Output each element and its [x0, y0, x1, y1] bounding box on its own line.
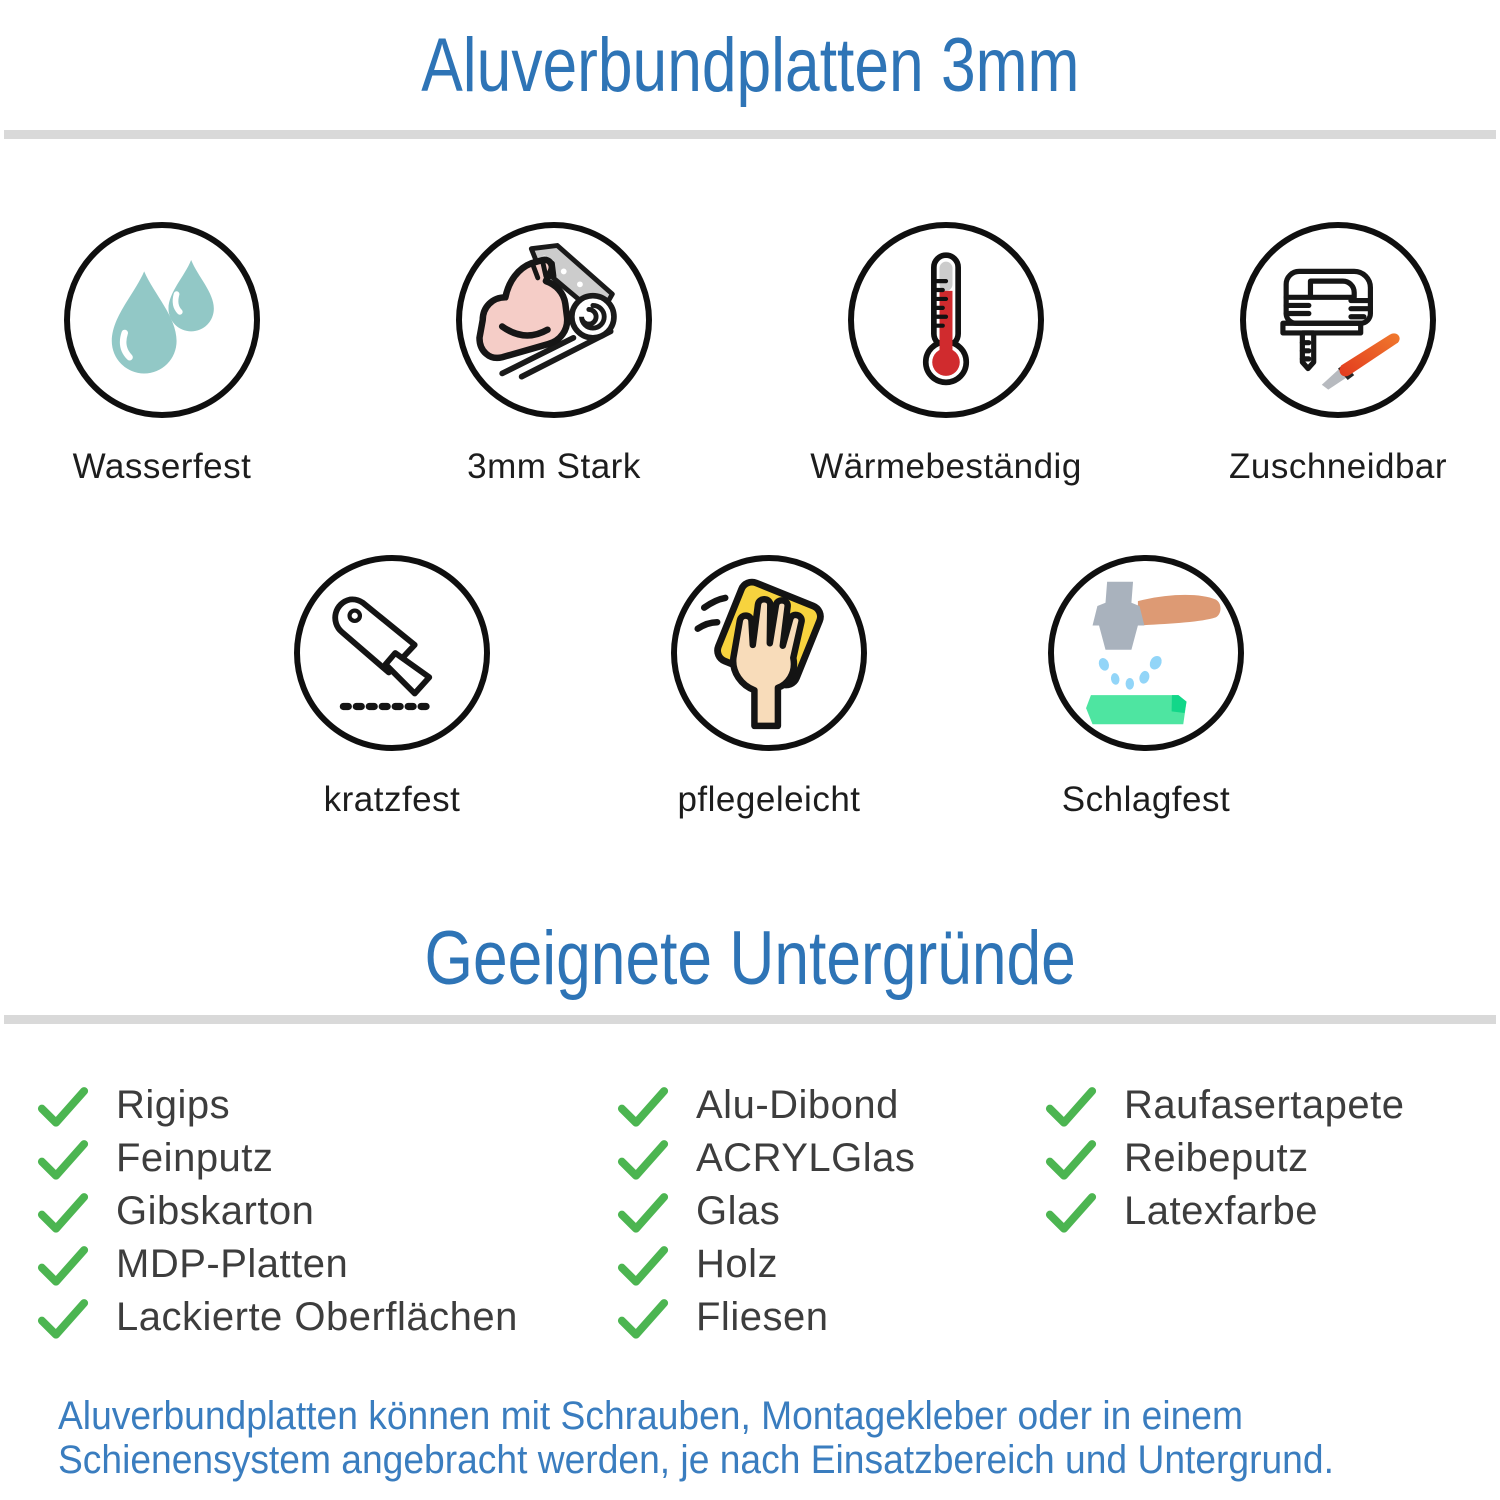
feature-circle	[294, 555, 490, 751]
check-icon	[617, 1192, 669, 1233]
cleaning-hand-icon	[694, 578, 824, 730]
feature-circle	[1240, 222, 1436, 418]
feature-waermebestaendig: Wärmebeständig	[810, 222, 1081, 488]
check-item: MDP-Platten	[36, 1238, 616, 1291]
check-item: Raufasertapete	[1044, 1079, 1500, 1132]
check-icon	[617, 1086, 669, 1127]
footer-note: Aluverbundplatten können mit Schrauben, …	[58, 1394, 1399, 1482]
substrate-label: Holz	[696, 1242, 779, 1286]
feature-label: 3mm Stark	[467, 447, 641, 486]
substrate-label: Lackierte Oberflächen	[116, 1295, 518, 1339]
feature-circle	[64, 222, 260, 418]
features-row-2: kratzfest pflegeleicht	[0, 555, 1500, 821]
check-item: Lackierte Oberflächen	[36, 1291, 616, 1344]
substrate-label: Raufasertapete	[1124, 1083, 1405, 1127]
feature-label: pflegeleicht	[677, 780, 861, 819]
page-title-text: Aluverbundplatten 3mm	[420, 23, 1080, 108]
footer-line-2: Schienensystem angebracht werden, je nac…	[58, 1438, 1334, 1482]
divider-bar-top	[4, 130, 1496, 139]
feature-zuschneidbar: Zuschneidbar	[1229, 222, 1447, 488]
check-item: Rigips	[36, 1079, 616, 1132]
feature-circle	[848, 222, 1044, 418]
feature-schlagfest: Schlagfest	[1046, 555, 1246, 821]
check-item: Alu-Dibond	[616, 1079, 1044, 1132]
feature-wasserfest: Wasserfest	[62, 222, 262, 488]
substrate-label: ACRYLGlas	[696, 1136, 916, 1180]
substrates-section: Rigips Feinputz Gibskarton MDP-Platten L…	[0, 1079, 1500, 1344]
utility-knife-icon	[332, 596, 435, 711]
page-title: Aluverbundplatten 3mm	[0, 0, 1500, 108]
check-icon	[37, 1245, 89, 1286]
footer-line-1: Aluverbundplatten können mit Schrauben, …	[58, 1394, 1243, 1438]
check-item: Gibskarton	[36, 1185, 616, 1238]
feature-label: Wasserfest	[72, 447, 252, 486]
check-icon	[1045, 1192, 1097, 1233]
substrate-label: Gibskarton	[116, 1189, 315, 1233]
feature-circle	[1048, 555, 1244, 751]
check-icon	[1045, 1139, 1097, 1180]
hammer-icon	[1086, 581, 1221, 725]
substrate-label: Latexfarbe	[1124, 1189, 1319, 1233]
check-item: Fliesen	[616, 1291, 1044, 1344]
check-item: Reibeputz	[1044, 1132, 1500, 1185]
check-icon	[617, 1298, 669, 1339]
thermometer-icon	[922, 252, 970, 386]
feature-label: Wärmebeständig	[810, 447, 1082, 486]
water-drops-icon	[111, 260, 214, 374]
substrate-label: Fliesen	[696, 1295, 829, 1339]
feature-kratzfest: kratzfest	[292, 555, 492, 821]
substrates-column-2: Alu-Dibond ACRYLGlas Glas Holz Fliesen	[616, 1079, 1044, 1344]
check-icon	[37, 1192, 89, 1233]
check-icon	[1045, 1086, 1097, 1127]
jigsaw-icon	[1280, 268, 1400, 390]
substrate-label: Alu-Dibond	[696, 1083, 899, 1127]
check-icon	[617, 1139, 669, 1180]
check-item: ACRYLGlas	[616, 1132, 1044, 1185]
feature-label: Schlagfest	[1061, 780, 1231, 819]
feature-3mm-stark: 3mm Stark	[454, 222, 654, 488]
check-icon	[37, 1086, 89, 1127]
feature-pflegeleicht: pflegeleicht	[669, 555, 869, 821]
substrate-label: Rigips	[116, 1083, 231, 1127]
muscle-arm-icon	[476, 243, 617, 380]
section-title-text: Geeignete Untergründe	[424, 916, 1076, 1001]
feature-label: Zuschneidbar	[1228, 447, 1448, 486]
check-item: Latexfarbe	[1044, 1185, 1500, 1238]
check-item: Feinputz	[36, 1132, 616, 1185]
divider-bar-middle	[4, 1015, 1496, 1024]
substrate-label: Glas	[696, 1189, 781, 1233]
section-title-untergruende: Geeignete Untergründe	[0, 917, 1500, 1001]
feature-label: kratzfest	[323, 780, 461, 819]
check-icon	[617, 1245, 669, 1286]
check-icon	[37, 1298, 89, 1339]
feature-circle	[456, 222, 652, 418]
substrate-label: Reibeputz	[1124, 1136, 1309, 1180]
check-item: Holz	[616, 1238, 1044, 1291]
substrates-column-1: Rigips Feinputz Gibskarton MDP-Platten L…	[36, 1079, 616, 1344]
feature-circle	[671, 555, 867, 751]
check-item: Glas	[616, 1185, 1044, 1238]
substrate-label: MDP-Platten	[116, 1242, 349, 1286]
substrates-column-3: Raufasertapete Reibeputz Latexfarbe	[1044, 1079, 1500, 1344]
substrate-label: Feinputz	[116, 1136, 274, 1180]
check-icon	[37, 1139, 89, 1180]
features-row-1: Wasserfest 3mm Stark	[0, 222, 1500, 488]
